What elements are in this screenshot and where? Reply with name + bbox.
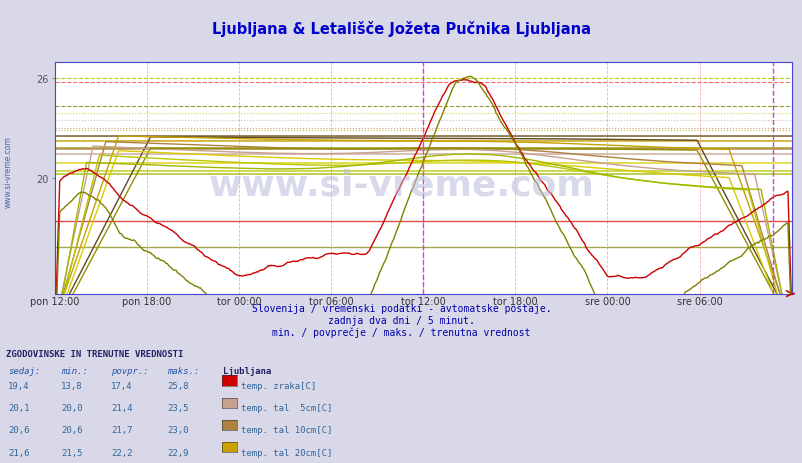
Text: 23,0: 23,0 (167, 425, 188, 434)
Text: temp. tal  5cm[C]: temp. tal 5cm[C] (241, 403, 332, 412)
Text: Slovenija / vremenski podatki - avtomatske postaje.: Slovenija / vremenski podatki - avtomats… (251, 303, 551, 313)
Text: 21,6: 21,6 (8, 448, 30, 457)
Text: 23,5: 23,5 (167, 403, 188, 412)
Text: 21,5: 21,5 (61, 448, 83, 457)
Text: www.si-vreme.com: www.si-vreme.com (3, 136, 13, 207)
Text: 20,6: 20,6 (8, 425, 30, 434)
Text: 20,1: 20,1 (8, 403, 30, 412)
Text: ZGODOVINSKE IN TRENUTNE VREDNOSTI: ZGODOVINSKE IN TRENUTNE VREDNOSTI (6, 350, 184, 358)
Text: 25,8: 25,8 (167, 381, 188, 390)
Text: Ljubljana: Ljubljana (223, 366, 271, 375)
Text: maks.:: maks.: (167, 366, 199, 375)
Text: 22,9: 22,9 (167, 448, 188, 457)
Text: 13,8: 13,8 (61, 381, 83, 390)
Text: min. / povprečje / maks. / trenutna vrednost: min. / povprečje / maks. / trenutna vred… (272, 326, 530, 337)
Text: sedaj:: sedaj: (8, 366, 40, 375)
Text: 21,7: 21,7 (111, 425, 132, 434)
Text: temp. tal 10cm[C]: temp. tal 10cm[C] (241, 425, 332, 434)
Text: 20,0: 20,0 (61, 403, 83, 412)
Text: 21,4: 21,4 (111, 403, 132, 412)
Text: zadnja dva dni / 5 minut.: zadnja dva dni / 5 minut. (328, 315, 474, 325)
Text: 20,6: 20,6 (61, 425, 83, 434)
Text: 17,4: 17,4 (111, 381, 132, 390)
Text: 22,2: 22,2 (111, 448, 132, 457)
Text: www.si-vreme.com: www.si-vreme.com (209, 168, 593, 202)
Text: min.:: min.: (61, 366, 87, 375)
Text: temp. zraka[C]: temp. zraka[C] (241, 381, 316, 390)
Text: 19,4: 19,4 (8, 381, 30, 390)
Text: povpr.:: povpr.: (111, 366, 148, 375)
Text: Ljubljana & Letališče Jožeta Pučnika Ljubljana: Ljubljana & Letališče Jožeta Pučnika Lju… (212, 21, 590, 37)
Text: temp. tal 20cm[C]: temp. tal 20cm[C] (241, 448, 332, 457)
